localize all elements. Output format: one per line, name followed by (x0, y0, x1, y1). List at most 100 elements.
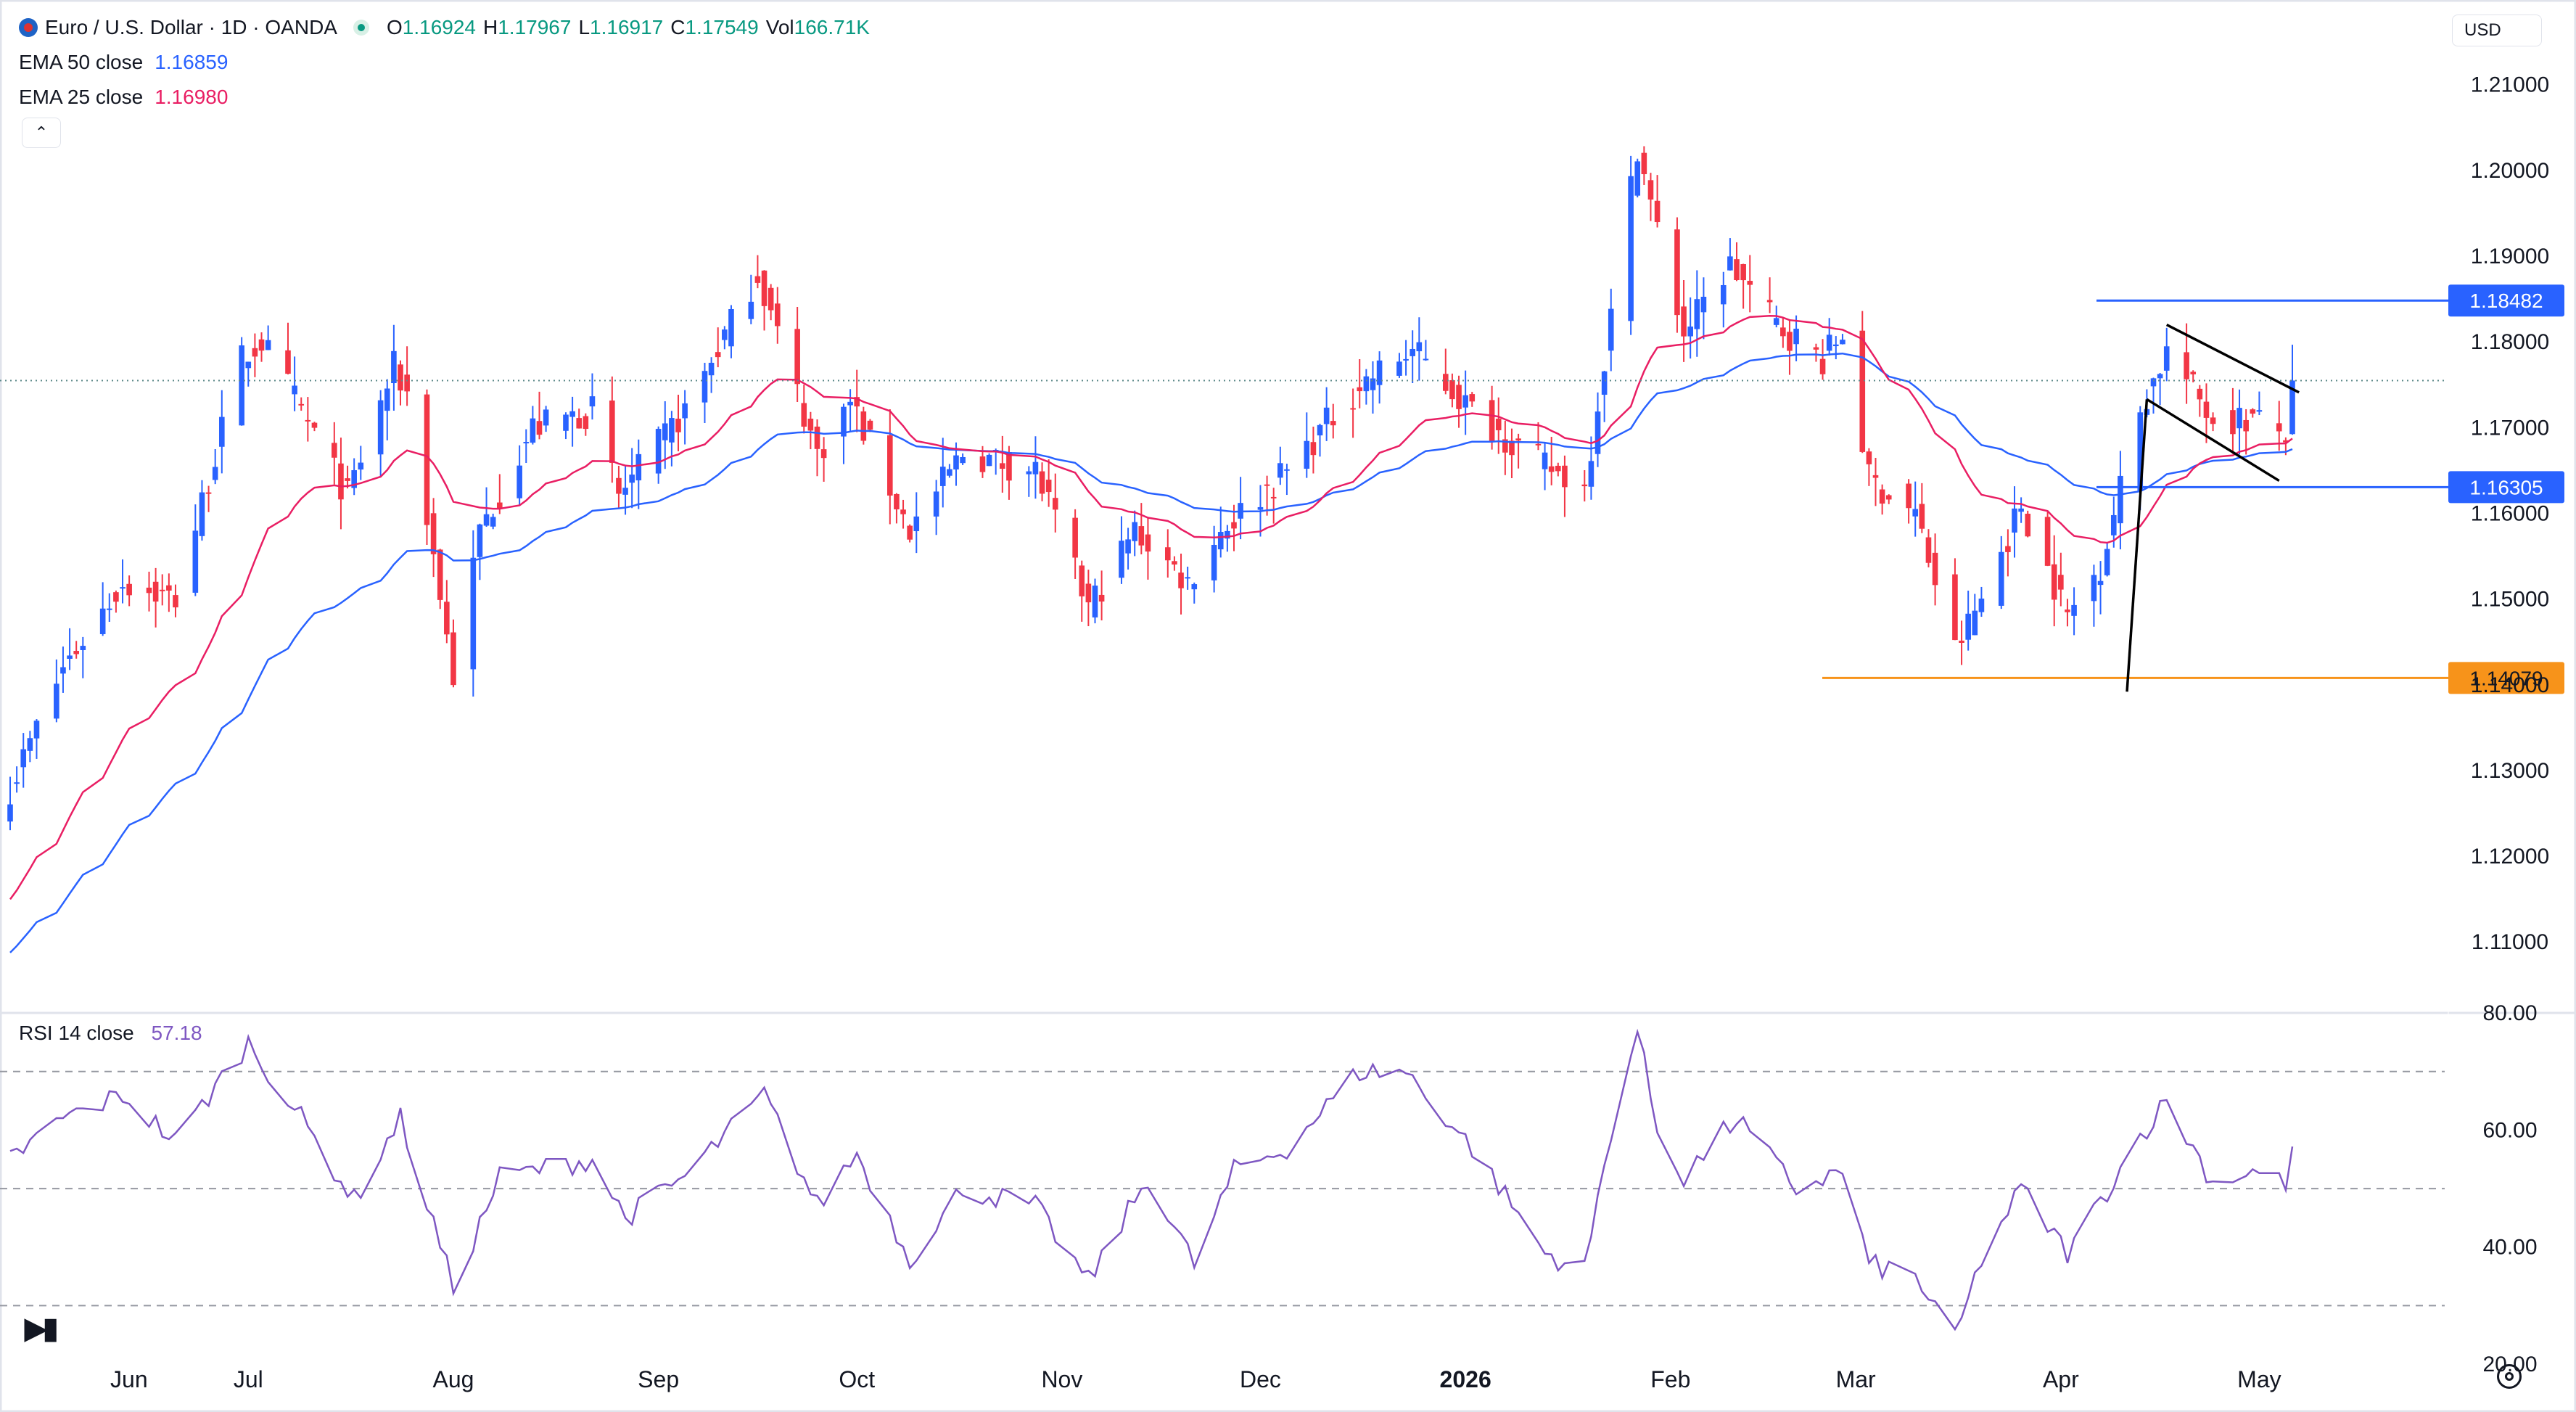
candle[interactable] (1866, 448, 1872, 486)
candle[interactable] (1581, 470, 1588, 502)
candle[interactable] (907, 524, 913, 543)
candle[interactable] (2005, 529, 2011, 577)
candle[interactable] (2190, 370, 2197, 382)
candle[interactable] (655, 426, 662, 484)
candle[interactable] (1423, 340, 1429, 361)
candle[interactable] (73, 641, 79, 659)
candle[interactable] (212, 448, 218, 485)
candle[interactable] (292, 356, 297, 411)
candle[interactable] (894, 493, 900, 524)
candle[interactable] (285, 322, 291, 375)
candle[interactable] (820, 437, 827, 482)
candle[interactable] (1119, 516, 1124, 584)
candle[interactable] (1542, 442, 1548, 490)
candle[interactable] (338, 438, 344, 530)
candle[interactable] (947, 464, 952, 478)
candle[interactable] (1442, 348, 1449, 395)
candle[interactable] (2243, 409, 2249, 455)
candle[interactable] (1747, 255, 1753, 313)
candle[interactable] (20, 733, 27, 788)
candle[interactable] (1588, 436, 1594, 500)
currency-selector[interactable]: USD (2452, 15, 2542, 46)
candle[interactable] (1085, 570, 1092, 627)
candle[interactable] (1396, 353, 1402, 378)
candle[interactable] (345, 465, 350, 489)
candle[interactable] (1562, 455, 1568, 517)
candle[interactable] (1350, 388, 1356, 438)
candle[interactable] (1832, 336, 1839, 360)
candle[interactable] (239, 337, 244, 426)
candle[interactable] (1766, 277, 1773, 313)
trendline[interactable] (2165, 323, 2300, 394)
candle[interactable] (1039, 462, 1045, 501)
candle[interactable] (391, 324, 397, 411)
candle[interactable] (2018, 497, 2024, 523)
candle[interactable] (854, 369, 860, 432)
candle[interactable] (1164, 529, 1171, 578)
candle[interactable] (218, 390, 225, 474)
candle[interactable] (173, 584, 178, 617)
candle[interactable] (801, 385, 807, 434)
candle[interactable] (14, 766, 20, 793)
candle[interactable] (60, 647, 66, 693)
candle[interactable] (192, 504, 199, 596)
candle[interactable] (258, 332, 265, 362)
ema50-line[interactable] (9, 352, 2293, 953)
candle[interactable] (1601, 370, 1608, 422)
candle[interactable] (106, 593, 112, 622)
candle[interactable] (2104, 542, 2110, 577)
candle[interactable] (517, 445, 522, 506)
candle[interactable] (2157, 373, 2163, 406)
candle[interactable] (622, 466, 628, 515)
candle[interactable] (1462, 370, 1468, 435)
candle[interactable] (616, 465, 622, 509)
candle[interactable] (1469, 392, 1476, 407)
candle[interactable] (33, 719, 40, 759)
candle[interactable] (2025, 510, 2031, 538)
candle[interactable] (2091, 565, 2097, 627)
candle[interactable] (1925, 529, 1932, 567)
candle[interactable] (1734, 242, 1740, 282)
candle[interactable] (807, 411, 814, 450)
candle[interactable] (543, 406, 549, 432)
candle[interactable] (814, 419, 820, 477)
candle[interactable] (358, 446, 364, 480)
candle[interactable] (1357, 358, 1363, 409)
candle[interactable] (1330, 403, 1336, 439)
candle[interactable] (2044, 511, 2051, 567)
candle[interactable] (794, 307, 800, 402)
candle[interactable] (1410, 330, 1415, 384)
candle[interactable] (159, 574, 165, 606)
candle[interactable] (960, 453, 966, 465)
candle[interactable] (774, 287, 781, 344)
rsi-line[interactable] (9, 1028, 2294, 1331)
candle[interactable] (1727, 238, 1733, 271)
candle[interactable] (1238, 477, 1243, 540)
candle[interactable] (1456, 375, 1462, 428)
candle[interactable] (424, 389, 430, 545)
candle[interactable] (99, 582, 106, 636)
candle[interactable] (761, 270, 768, 331)
candle[interactable] (1045, 459, 1052, 507)
candle[interactable] (530, 406, 536, 445)
candle[interactable] (166, 573, 172, 612)
candle[interactable] (1509, 428, 1515, 479)
candle[interactable] (1185, 566, 1190, 590)
candle[interactable] (496, 474, 503, 514)
candle[interactable] (1098, 570, 1105, 620)
candle[interactable] (682, 390, 688, 445)
candle[interactable] (1052, 473, 1058, 533)
candle[interactable] (609, 376, 615, 483)
candle[interactable] (2118, 451, 2123, 550)
candle[interactable] (1872, 457, 1879, 506)
candle[interactable] (675, 394, 681, 452)
candle[interactable] (1720, 271, 1727, 328)
candle[interactable] (2256, 391, 2263, 416)
candle[interactable] (332, 422, 337, 485)
candle[interactable] (1502, 420, 1508, 475)
candle[interactable] (2051, 535, 2057, 627)
candle[interactable] (2210, 412, 2216, 432)
candle[interactable] (298, 397, 305, 411)
candle[interactable] (483, 487, 490, 528)
candle[interactable] (2197, 385, 2203, 417)
